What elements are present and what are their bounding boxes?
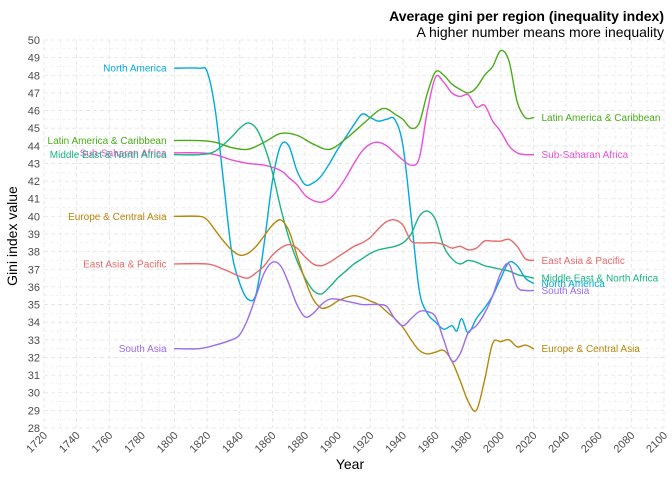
series-end-label-europe-and-central-asia: Europe & Central Asia	[541, 344, 640, 355]
y-tick-label: 32	[28, 352, 40, 364]
x-tick-label: 1780	[122, 430, 148, 456]
y-tick-label: 42	[28, 176, 40, 188]
y-tick-label: 49	[28, 53, 40, 65]
x-tick-label: 2100	[644, 430, 670, 456]
x-tick-label: 1820	[187, 430, 213, 456]
series-end-label-south-asia: South Asia	[541, 286, 589, 297]
y-tick-label: 31	[28, 370, 40, 382]
series-line-latin-america-and-caribbean	[173, 49, 535, 151]
x-tick-label: 1900	[318, 430, 344, 456]
y-tick-label: 29	[28, 405, 40, 417]
y-tick-label: 33	[28, 335, 40, 347]
chart-title: Average gini per region (inequality inde…	[389, 8, 664, 24]
y-tick-label: 44	[28, 141, 40, 153]
series-line-middle-east-and-north-africa	[173, 122, 535, 295]
series-start-label-europe-and-central-asia: Europe & Central Asia	[68, 212, 167, 223]
series-end-label-sub-saharan-africa: Sub-Saharan Africa	[541, 150, 628, 161]
x-tick-label: 1920	[351, 430, 377, 456]
series-line-south-asia	[173, 261, 535, 363]
x-tick-label: 1840	[220, 430, 246, 456]
x-axis-ticks: 1720 1740 1760 1780 1800 1820 1840 1860 1880 1900…	[24, 430, 670, 456]
y-tick-label: 37	[28, 264, 40, 276]
series-lines	[173, 49, 535, 412]
major-gridlines	[43, 39, 665, 429]
y-tick-label: 34	[28, 317, 40, 329]
y-tick-label: 30	[28, 388, 40, 400]
minor-gridlines	[44, 40, 664, 428]
x-tick-label: 2020	[514, 430, 540, 456]
y-axis-ticks: 28 29 30 31 32 33 34 35 36 37 38 39 40 41 42 43 44 45 46 47…	[28, 35, 40, 435]
series-end-label-east-asia-and-pacific: East Asia & Pacific	[541, 256, 624, 267]
series-end-label-latin-america-and-caribbean: Latin America & Caribbean	[541, 113, 660, 124]
y-tick-label: 39	[28, 229, 40, 241]
y-tick-label: 43	[28, 158, 40, 170]
series-start-label-east-asia-and-pacific: East Asia & Pacific	[83, 259, 166, 270]
y-tick-label: 48	[28, 70, 40, 82]
x-tick-label: 1760	[90, 430, 116, 456]
series-start-label-middle-east-and-north-africa: Middle East & North Africa	[50, 150, 167, 161]
series-start-label-sub-saharan-africa: Sub-Saharan Africa	[80, 148, 167, 159]
series-start-label-latin-america-and-caribbean: Latin America & Caribbean	[48, 136, 167, 147]
y-tick-label: 46	[28, 106, 40, 118]
y-tick-label: 35	[28, 300, 40, 312]
x-tick-label: 1980	[449, 430, 475, 456]
y-tick-label: 36	[28, 282, 40, 294]
series-line-europe-and-central-asia	[173, 215, 535, 412]
series-start-label-north-america: North America	[103, 64, 167, 75]
x-tick-label: 1800	[155, 430, 181, 456]
x-tick-label: 1860	[253, 430, 279, 456]
x-tick-label: 2040	[546, 430, 572, 456]
series-labels: North America North America Latin America …	[48, 64, 661, 355]
series-line-sub-saharan-africa	[173, 74, 535, 204]
y-tick-label: 45	[28, 123, 40, 135]
y-tick-label: 47	[28, 88, 40, 100]
y-tick-label: 38	[28, 247, 40, 259]
series-end-label-north-america: North America	[541, 279, 605, 290]
x-tick-label: 1740	[57, 430, 83, 456]
y-tick-label: 41	[28, 194, 40, 206]
x-tick-label: 1940	[383, 430, 409, 456]
x-tick-label: 2080	[612, 430, 638, 456]
y-tick-label: 40	[28, 211, 40, 223]
series-line-north-america	[173, 66, 535, 334]
chart-subtitle: A higher number means more inequality	[417, 24, 664, 40]
x-tick-label: 2060	[579, 430, 605, 456]
x-tick-label: 1960	[416, 430, 442, 456]
x-axis-title: Year	[336, 456, 365, 472]
x-tick-label: 1880	[285, 430, 311, 456]
series-line-east-asia-and-pacific	[173, 219, 535, 279]
series-end-label-middle-east-and-north-africa: Middle East & North Africa	[541, 274, 658, 285]
y-axis-title: Gini index value	[4, 186, 20, 286]
y-tick-label: 28	[28, 423, 40, 435]
y-tick-label: 50	[28, 35, 40, 47]
series-start-label-south-asia: South Asia	[119, 344, 167, 355]
x-tick-label: 2000	[481, 430, 507, 456]
